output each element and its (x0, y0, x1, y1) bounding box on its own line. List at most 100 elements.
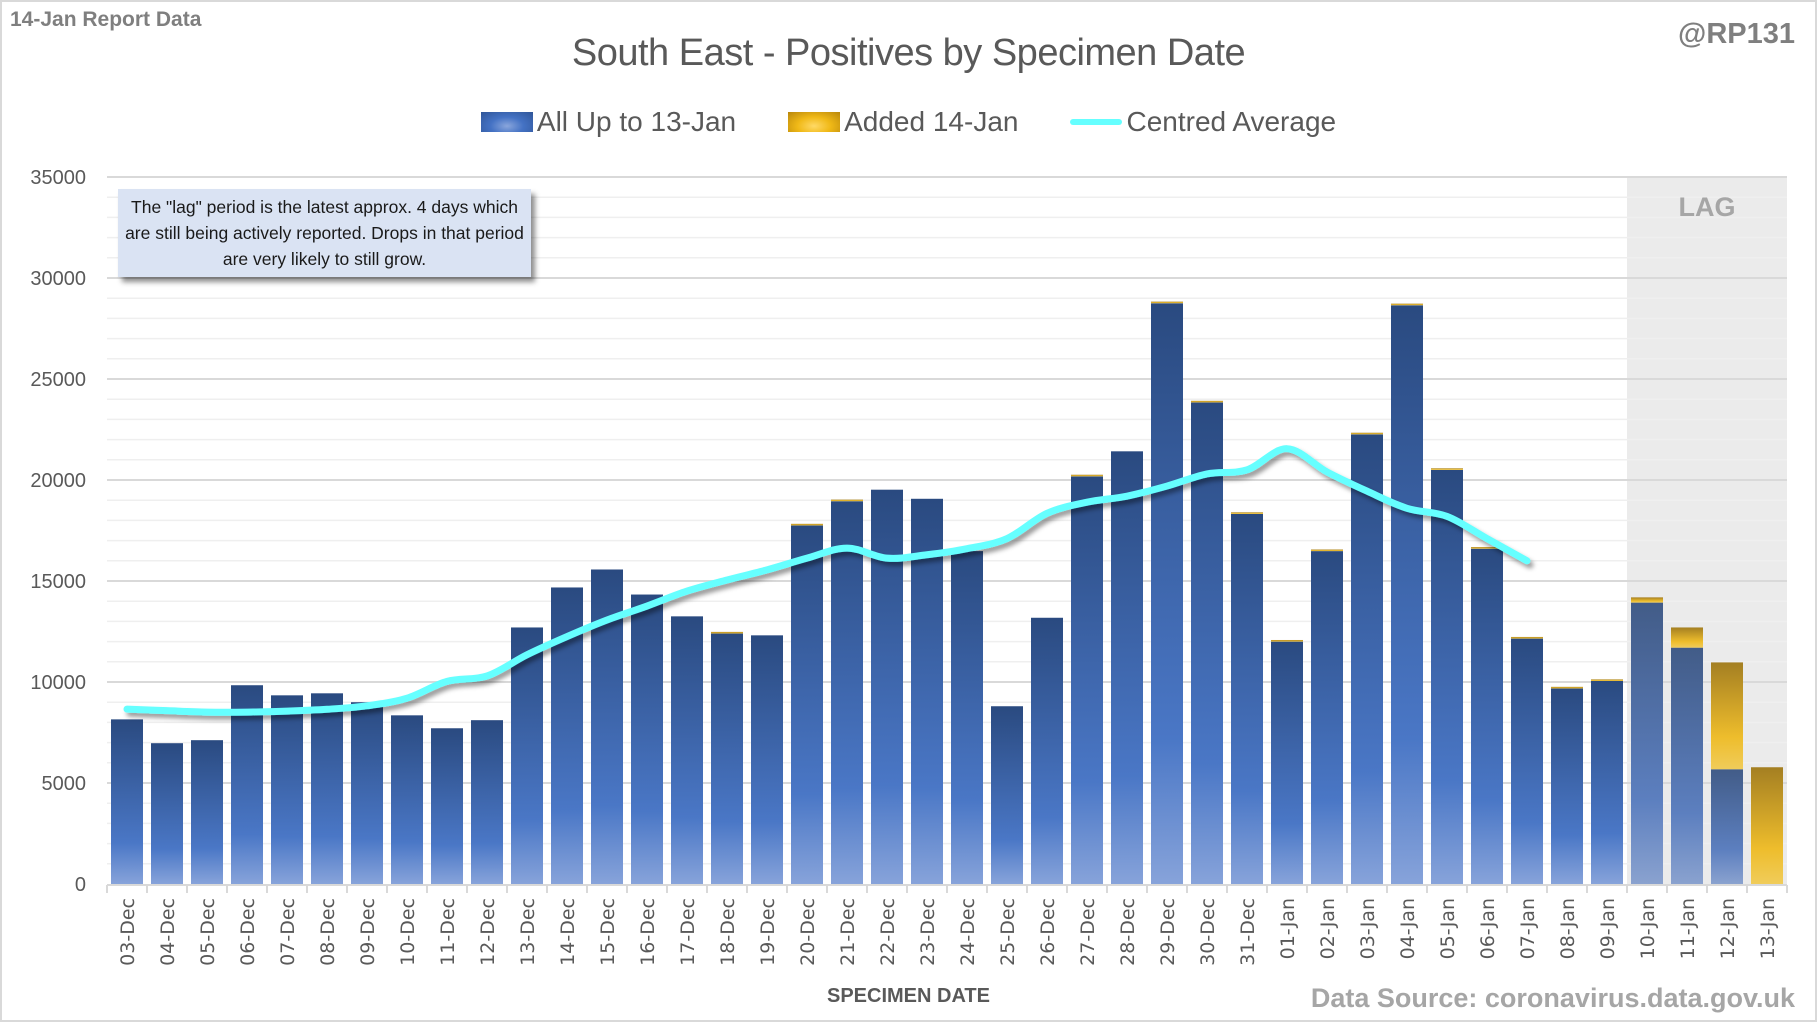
legend-item-centred-average: Centred Average (1070, 106, 1336, 138)
bar-added-14-jan (1391, 303, 1423, 306)
legend-swatch-line (1070, 119, 1123, 125)
bar-added-14-jan (1671, 627, 1703, 648)
x-tick-label: 10-Dec (397, 898, 419, 966)
legend-item-added: Added 14-Jan (788, 106, 1018, 138)
bar-all-up-to-13-jan (1591, 680, 1623, 884)
bar-added-14-jan (1431, 468, 1463, 470)
legend-label: Centred Average (1126, 106, 1337, 137)
data-source: Data Source: coronavirus.data.gov.uk (1310, 983, 1795, 1013)
x-tick-label: 27-Dec (1077, 898, 1099, 966)
x-tick-label: 08-Dec (317, 898, 339, 966)
lag-label: LAG (1678, 192, 1736, 222)
centred-average-line (123, 445, 1531, 716)
x-tick-label: 21-Dec (837, 898, 859, 966)
x-tick-label: 09-Jan (1597, 898, 1619, 959)
y-tick-label: 15000 (30, 571, 86, 593)
legend-swatch-blue (480, 112, 533, 132)
x-tick-label: 09-Dec (357, 898, 379, 966)
bar-added-14-jan (1231, 512, 1263, 514)
bar-all-up-to-13-jan (1071, 476, 1103, 884)
x-tick-label: 01-Jan (1277, 898, 1299, 959)
bar-all-up-to-13-jan (1631, 602, 1663, 884)
x-tick-label: 10-Jan (1637, 898, 1659, 959)
bar-all-up-to-13-jan (1191, 402, 1223, 884)
x-tick-label: 06-Dec (237, 898, 259, 966)
bar-added-14-jan (1311, 549, 1343, 552)
bar-added-14-jan (1351, 432, 1383, 435)
legend-label: All Up to 13-Jan (536, 106, 737, 137)
bar-all-up-to-13-jan (391, 715, 423, 884)
x-tick-label: 24-Dec (957, 898, 979, 966)
x-tick-label: 08-Jan (1557, 898, 1579, 959)
bar-all-up-to-13-jan (671, 616, 703, 884)
bar-all-up-to-13-jan (351, 702, 383, 884)
bar-all-up-to-13-jan (311, 693, 343, 884)
bar-all-up-to-13-jan (1471, 548, 1503, 884)
bar-added-14-jan (1631, 597, 1663, 603)
bar-all-up-to-13-jan (1551, 688, 1583, 884)
legend-item-all-up-to: All Up to 13-Jan (480, 106, 737, 138)
x-tick-label: 11-Jan (1677, 898, 1699, 959)
bar-all-up-to-13-jan (1671, 647, 1703, 884)
x-tick-label: 18-Dec (717, 898, 739, 966)
x-tick-label: 12-Jan (1717, 898, 1739, 959)
bar-all-up-to-13-jan (191, 740, 223, 884)
x-tick-label: 14-Dec (557, 898, 579, 966)
bar-added-14-jan (1071, 474, 1103, 477)
x-tick-label: 31-Dec (1237, 898, 1259, 966)
bar-added-14-jan (1271, 639, 1303, 642)
bar-added-14-jan (1551, 686, 1583, 689)
y-tick-label: 5000 (42, 773, 87, 795)
bar-added-14-jan (1751, 767, 1783, 884)
bar-all-up-to-13-jan (1271, 641, 1303, 884)
bar-all-up-to-13-jan (831, 501, 863, 884)
x-tick-label: 03-Jan (1357, 898, 1379, 959)
bar-added-14-jan (1591, 679, 1623, 681)
bar-all-up-to-13-jan (991, 706, 1023, 884)
x-tick-label: 30-Dec (1197, 898, 1219, 966)
bar-added-14-jan (1191, 400, 1223, 403)
x-tick-label: 07-Jan (1517, 898, 1539, 959)
bar-all-up-to-13-jan (511, 627, 543, 884)
x-axis-title: SPECIMEN DATE (827, 985, 990, 1007)
bar-all-up-to-13-jan (1151, 303, 1183, 884)
bar-added-14-jan (711, 631, 743, 634)
x-tick-label: 29-Dec (1157, 898, 1179, 966)
x-tick-label: 11-Dec (437, 898, 459, 966)
bar-all-up-to-13-jan (1391, 305, 1423, 884)
bar-all-up-to-13-jan (151, 743, 183, 884)
x-tick-label: 17-Dec (677, 898, 699, 966)
bar-all-up-to-13-jan (711, 633, 743, 884)
lag-explanation-note: The "lag" period is the latest approx. 4… (118, 189, 531, 277)
bar-all-up-to-13-jan (751, 635, 783, 884)
bar-all-up-to-13-jan (1511, 638, 1543, 884)
x-tick-label: 23-Dec (917, 898, 939, 966)
bar-all-up-to-13-jan (631, 594, 663, 884)
bar-added-14-jan (791, 523, 823, 526)
bar-all-up-to-13-jan (1231, 513, 1263, 884)
x-tick-label: 04-Jan (1397, 898, 1419, 959)
bar-all-up-to-13-jan (791, 525, 823, 884)
bar-all-up-to-13-jan (1031, 617, 1063, 884)
legend: All Up to 13-Jan Added 14-Jan Centred Av… (0, 106, 1817, 138)
bar-all-up-to-13-jan (1711, 769, 1743, 884)
legend-label: Added 14-Jan (844, 106, 1019, 137)
x-tick-label: 13-Dec (517, 898, 539, 966)
bar-added-14-jan (1511, 636, 1543, 639)
bar-all-up-to-13-jan (871, 489, 903, 884)
bar-all-up-to-13-jan (1351, 434, 1383, 884)
bar-all-up-to-13-jan (1431, 469, 1463, 884)
x-tick-label: 04-Dec (157, 898, 179, 966)
author-handle: @RP131 (1678, 18, 1795, 50)
bar-all-up-to-13-jan (471, 720, 503, 884)
chart-title: South East - Positives by Specimen Date (571, 32, 1246, 74)
x-tick-label: 26-Dec (1037, 898, 1059, 966)
bar-all-up-to-13-jan (951, 551, 983, 884)
bar-all-up-to-13-jan (1311, 551, 1343, 884)
x-tick-label: 03-Dec (117, 898, 139, 966)
y-tick-label: 30000 (30, 268, 86, 290)
report-date-tag: 14-Jan Report Data (10, 8, 202, 31)
x-tick-label: 06-Jan (1477, 898, 1499, 959)
y-tick-label: 10000 (30, 672, 86, 694)
